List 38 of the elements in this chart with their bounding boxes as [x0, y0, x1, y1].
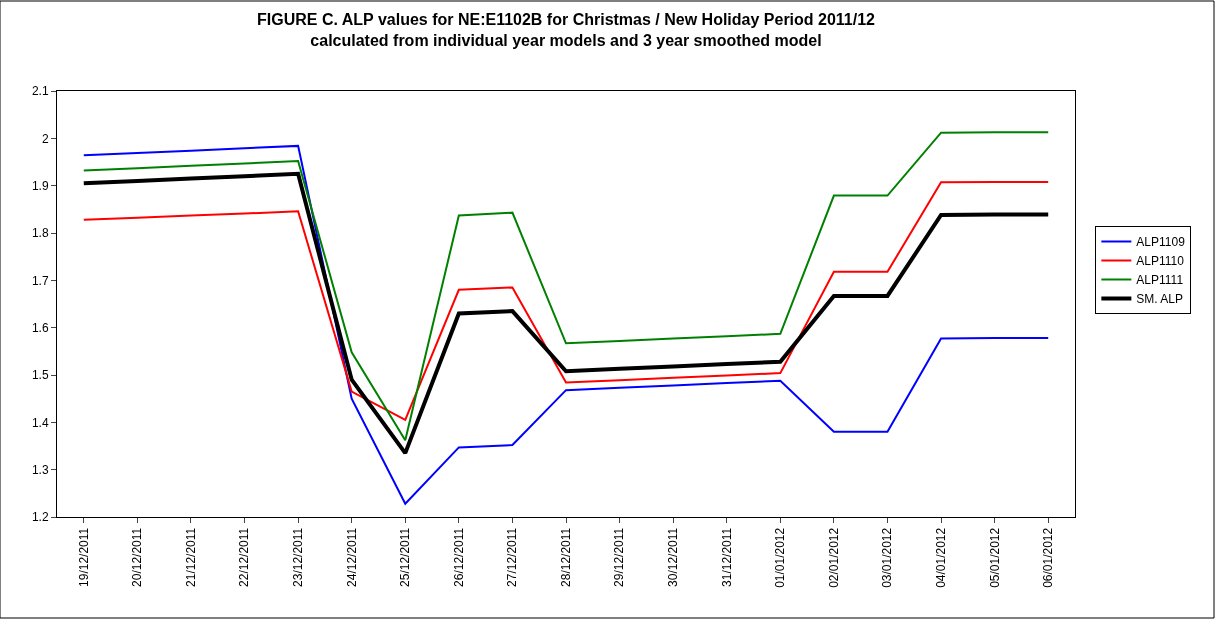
- x-tick-label: 28/12/2011: [558, 527, 573, 587]
- y-tick-label: 1.3: [31, 462, 49, 477]
- x-tick-label: 01/01/2012: [773, 527, 788, 588]
- line-series: [82, 131, 1050, 442]
- x-tick-label: 31/12/2011: [719, 527, 734, 587]
- y-tick-label: 2.1: [31, 84, 49, 99]
- y-tick-label: 1.4: [31, 415, 49, 430]
- y-tick-label: 1.8: [31, 226, 49, 241]
- x-tick-label: 22/12/2011: [237, 527, 252, 587]
- legend-label: ALP1110: [1136, 254, 1185, 269]
- x-tick-label: 02/01/2012: [826, 527, 841, 588]
- x-tick-label: 05/01/2012: [987, 527, 1002, 588]
- x-tick-label: 26/12/2011: [451, 527, 466, 587]
- x-tick-label: 03/01/2012: [880, 527, 895, 588]
- x-tick-label: 23/12/2011: [291, 527, 306, 587]
- x-tick-label: 21/12/2011: [183, 527, 198, 587]
- y-tick-label: 2: [41, 131, 49, 146]
- chart-title: FIGURE C. ALP values for NE:E1102B for Christmas / New Holiday Period 2011/12 calculated from individual year models and 3 year smoothed model: [257, 10, 876, 49]
- y-tick-label: 1.5: [31, 368, 49, 383]
- x-tick-label: 20/12/2011: [130, 527, 145, 587]
- x-tick-label: 25/12/2011: [398, 527, 413, 587]
- x-tick-label: 04/01/2012: [933, 527, 948, 588]
- x-tick-label: 24/12/2011: [344, 527, 359, 587]
- x-tick-label: 29/12/2011: [612, 527, 627, 587]
- x-tick-label: 27/12/2011: [505, 527, 520, 587]
- line-series: [82, 144, 1050, 505]
- legend-label: SM. ALP: [1136, 292, 1184, 307]
- y-tick-label: 1.7: [31, 273, 49, 288]
- x-tick-label: 19/12/2011: [76, 527, 91, 587]
- y-tick-label: 1.6: [31, 320, 49, 335]
- line-series: [81, 171, 1051, 456]
- legend-label: ALP1111: [1136, 273, 1184, 288]
- x-tick-label: 06/01/2012: [1041, 527, 1056, 588]
- y-tick-label: 1.2: [31, 510, 49, 525]
- y-tick-label: 1.9: [31, 178, 49, 193]
- line-series: [82, 180, 1050, 421]
- x-tick-label: 30/12/2011: [666, 527, 681, 587]
- legend-label: ALP1109: [1136, 235, 1186, 250]
